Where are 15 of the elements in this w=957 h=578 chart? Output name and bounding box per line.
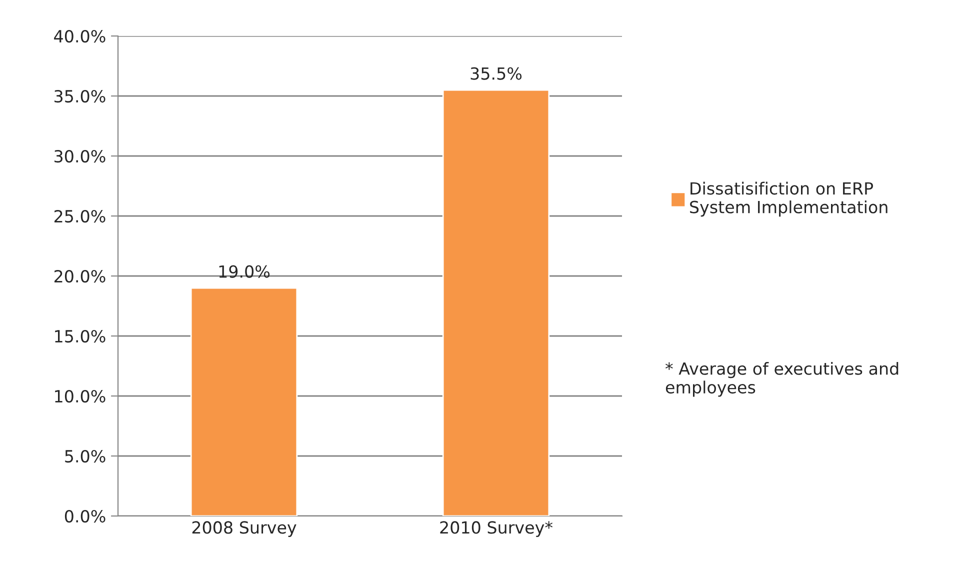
text: * Average of executives and employees xyxy=(665,362,898,397)
data-label: 19.0% xyxy=(219,265,270,278)
x-tick-label: 2008 Survey xyxy=(192,521,296,537)
y-tick-label: 0.0% xyxy=(64,510,106,523)
y-tick-label: 25.0% xyxy=(54,210,106,223)
y-tick-label: 30.0% xyxy=(54,150,106,163)
y-tick-label: 40.0% xyxy=(54,30,106,43)
y-tick-label: 35.0% xyxy=(54,90,106,103)
y-tick-label: 10.0% xyxy=(55,390,106,403)
data-label: 35.5% xyxy=(470,67,522,80)
y-tick-label: 5.0% xyxy=(65,450,106,463)
y-tick-label: 20.0% xyxy=(54,270,106,283)
y-tick-label: 15.0% xyxy=(55,330,106,343)
x-tick-label: 2010 Survey* xyxy=(440,521,553,537)
legend-label: Dissatisifiction on ERP System Implementation xyxy=(690,182,888,217)
